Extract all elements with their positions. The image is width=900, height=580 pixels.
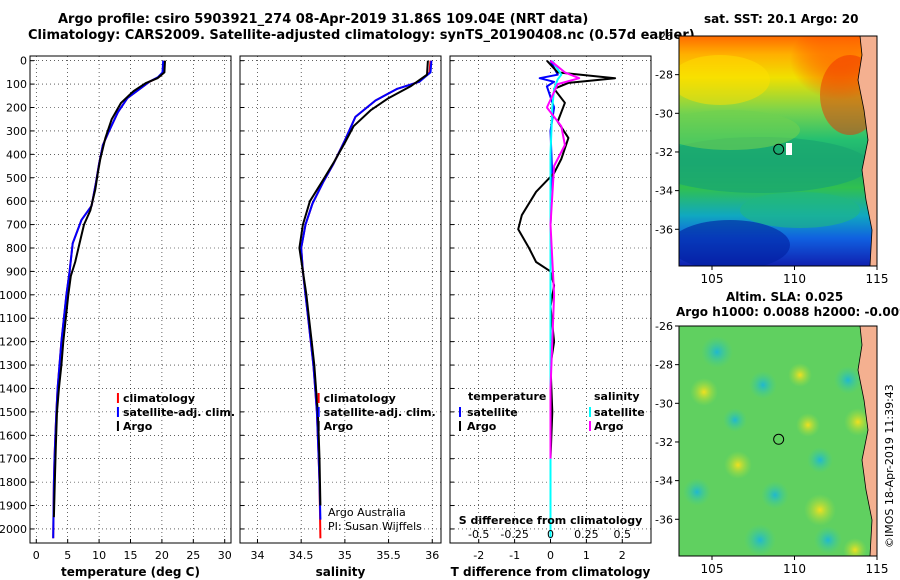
map-y-tick-label: -30	[655, 107, 673, 120]
x-tick-label: 35	[338, 549, 352, 562]
sla-map-title: Altim. SLA: 0.025	[726, 290, 844, 304]
map-y-tick-label: -36	[655, 223, 673, 236]
y-tick-label: 1600	[0, 429, 27, 442]
x-tick-label: 30	[218, 549, 232, 562]
sla-map-subtitle: Argo h1000: 0.0088 h2000: -0.009	[676, 305, 900, 319]
y-tick-label: 1200	[0, 336, 27, 349]
y-tick-label: 1300	[0, 359, 27, 372]
y-tick-label: 100	[6, 78, 27, 91]
map-x-tick-label: 105	[701, 272, 724, 286]
sst-map-title: sat. SST: 20.1 Argo: 20	[704, 12, 859, 26]
map-y-tick-label: -34	[655, 185, 673, 198]
y-tick-label: 700	[6, 219, 27, 232]
series-line-satellite	[549, 60, 563, 539]
map-y-tick-label: -28	[655, 69, 673, 82]
x-tick-label: 25	[186, 549, 200, 562]
salinity-panel	[239, 55, 442, 544]
argo-note-line2: PI: Susan Wijffels	[328, 520, 422, 533]
x-tick-label: 5	[64, 549, 71, 562]
secondary-x-tick-label: 0	[547, 528, 554, 541]
temperature-panel	[29, 55, 232, 544]
x-tick-label: 36	[425, 549, 439, 562]
y-tick-label: 600	[6, 195, 27, 208]
argo-position-marker	[773, 143, 785, 155]
secondary-x-tick-label: 0.25	[574, 528, 599, 541]
y-tick-label: 500	[6, 172, 27, 185]
x-tick-label: 1	[583, 549, 590, 562]
secondary-x-tick-label: -0.25	[500, 528, 528, 541]
x-tick-label: 20	[155, 549, 169, 562]
y-tick-label: 200	[6, 102, 27, 115]
sla-map	[679, 326, 877, 556]
x-tick-label: 0	[547, 549, 554, 562]
sst-map	[679, 36, 877, 266]
y-tick-label: 800	[6, 242, 27, 255]
y-tick-label: 1500	[0, 406, 27, 419]
x-tick-label: -2	[473, 549, 484, 562]
map-x-tick-label: 110	[783, 562, 806, 576]
x-tick-label: 2	[619, 549, 626, 562]
secondary-x-tick-label: -0.5	[468, 528, 489, 541]
map-x-tick-label: 105	[701, 562, 724, 576]
legend-label: satellite	[594, 406, 645, 419]
y-tick-label: 1700	[0, 453, 27, 466]
x-tick-label: 34	[250, 549, 264, 562]
legend-label: satellite-adj. clim.	[123, 406, 235, 419]
map-y-tick-label: -36	[655, 513, 673, 526]
secondary-x-tick-label: 0.5	[614, 528, 632, 541]
legend-label: Argo	[594, 420, 624, 433]
y-tick-label: 1900	[0, 500, 27, 513]
map-y-tick-label: -26	[655, 30, 673, 43]
y-tick-label: 1400	[0, 382, 27, 395]
x-tick-label: 0	[33, 549, 40, 562]
x-tick-label: 10	[92, 549, 106, 562]
y-tick-label: 1800	[0, 476, 27, 489]
x-tick-label: 15	[124, 549, 138, 562]
map-y-tick-label: -32	[655, 436, 673, 449]
series-line-argo	[298, 60, 429, 506]
x-tick-label: 35.5	[376, 549, 401, 562]
series-line-argo	[545, 59, 581, 459]
legend-title-salinity: salinity	[594, 390, 640, 403]
map-x-tick-label: 110	[783, 272, 806, 286]
y-tick-label: 1000	[0, 289, 27, 302]
map-y-tick-label: -26	[655, 320, 673, 333]
figure-title-line1: Argo profile: csiro 5903921_274 08-Apr-2…	[58, 12, 589, 27]
argo-position-marker	[773, 433, 785, 445]
argo-note-line1: Argo Australia	[328, 506, 406, 519]
x-axis-label: temperature (deg C)	[61, 565, 200, 579]
y-tick-label: 0	[20, 55, 27, 68]
y-tick-label: 400	[6, 148, 27, 161]
map-y-tick-label: -32	[655, 146, 673, 159]
map-x-tick-label: 115	[866, 272, 889, 286]
credit-text: ©IMOS 18-Apr-2019 11:39:43	[883, 384, 896, 548]
legend-label: satellite-adj. clim.	[324, 406, 436, 419]
map-y-tick-label: -28	[655, 359, 673, 372]
x-axis-label: T difference from climatology	[451, 565, 651, 579]
legend-label: climatology	[324, 392, 396, 405]
y-tick-label: 2000	[0, 523, 27, 536]
legend-label: Argo	[123, 420, 153, 433]
x-axis-label: salinity	[316, 565, 366, 579]
figure-title-line2: Climatology: CARS2009. Satellite-adjuste…	[28, 28, 695, 43]
legend-title-temperature: temperature	[468, 390, 546, 403]
x-tick-label: 34.5	[289, 549, 314, 562]
secondary-x-axis-label: S difference from climatology	[459, 514, 643, 527]
y-tick-label: 1100	[0, 312, 27, 325]
map-y-tick-label: -30	[655, 397, 673, 410]
legend-label: satellite	[467, 406, 518, 419]
y-tick-label: 900	[6, 265, 27, 278]
y-tick-label: 300	[6, 125, 27, 138]
series-line-argo	[52, 60, 166, 518]
x-tick-label: -1	[509, 549, 520, 562]
legend-label: Argo	[467, 420, 497, 433]
legend-label: climatology	[123, 392, 195, 405]
legend-label: Argo	[324, 420, 354, 433]
map-x-tick-label: 115	[866, 562, 889, 576]
map-y-tick-label: -34	[655, 475, 673, 488]
